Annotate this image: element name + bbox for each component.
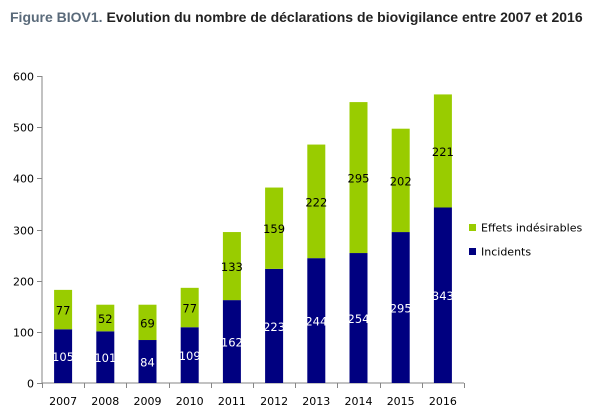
x-tick-label-2015: 2015 xyxy=(387,395,415,408)
chart-title: Figure BIOV1. Evolution du nombre de déc… xyxy=(10,9,583,25)
bar-incidents-2013 xyxy=(307,258,326,383)
bar-incidents-2008 xyxy=(96,331,115,383)
legend-swatch-effets xyxy=(469,224,476,231)
bar-effets-2008 xyxy=(96,304,115,332)
x-tick-label-2012: 2012 xyxy=(260,395,288,408)
data-label-effets-2016: 221 xyxy=(432,145,454,159)
legend-label-effets: Effets indésirables xyxy=(481,222,582,235)
data-label-effets-2015: 202 xyxy=(390,174,412,188)
bar-effets-2013 xyxy=(307,144,326,259)
bar-effets-2015 xyxy=(391,128,410,233)
chart-title-main: Evolution du nombre de déclarations de b… xyxy=(106,9,583,25)
data-label-incidents-2012: 223 xyxy=(263,320,285,334)
data-label-incidents-2011: 162 xyxy=(221,336,243,350)
bar-effets-2011 xyxy=(222,232,241,301)
bar-effets-2010 xyxy=(180,287,199,328)
bar-effets-2016 xyxy=(433,94,452,208)
data-label-incidents-2016: 343 xyxy=(432,289,454,303)
data-label-incidents-2010: 109 xyxy=(179,349,201,363)
data-label-incidents-2014: 254 xyxy=(348,312,370,326)
x-tick-label-2013: 2013 xyxy=(302,395,330,408)
data-label-effets-2014: 295 xyxy=(348,172,370,186)
bar-effets-2014 xyxy=(349,102,368,254)
y-tick-label: 500 xyxy=(13,122,34,135)
y-tick-label: 300 xyxy=(13,225,34,238)
data-label-effets-2010: 77 xyxy=(182,302,197,316)
bar-incidents-2014 xyxy=(349,253,368,383)
data-label-effets-2009: 69 xyxy=(140,316,155,330)
data-label-incidents-2015: 295 xyxy=(390,302,412,316)
y-tick-label: 100 xyxy=(13,327,34,340)
data-label-incidents-2009: 84 xyxy=(140,356,155,370)
data-label-effets-2011: 133 xyxy=(221,260,243,274)
y-tick-label: 600 xyxy=(13,71,34,84)
chart-title-prefix: Figure BIOV1. xyxy=(10,9,103,25)
legend-label-incidents: Incidents xyxy=(481,246,531,259)
bar-effets-2009 xyxy=(138,304,157,341)
x-tick-label-2008: 2008 xyxy=(91,395,119,408)
bar-incidents-2010 xyxy=(180,327,199,383)
bar-incidents-2012 xyxy=(265,268,284,383)
x-tick-label-2009: 2009 xyxy=(134,395,162,408)
bar-incidents-2015 xyxy=(391,232,410,383)
x-tick-label-2010: 2010 xyxy=(176,395,204,408)
bar-incidents-2009 xyxy=(138,340,157,383)
bar-effets-2012 xyxy=(265,187,284,269)
data-label-effets-2013: 222 xyxy=(305,195,327,209)
bar-effets-2007 xyxy=(54,289,73,330)
data-label-effets-2008: 52 xyxy=(98,312,113,326)
x-tick-label-2016: 2016 xyxy=(429,395,457,408)
y-tick-label: 400 xyxy=(13,173,34,186)
data-label-effets-2012: 159 xyxy=(263,222,285,236)
y-tick-label: 0 xyxy=(27,378,34,391)
data-label-incidents-2008: 101 xyxy=(94,351,116,365)
legend-swatch-incidents xyxy=(469,248,476,255)
x-tick-label-2011: 2011 xyxy=(218,395,246,408)
x-tick-label-2014: 2014 xyxy=(345,395,373,408)
bar-incidents-2007 xyxy=(54,329,73,383)
y-tick-label: 200 xyxy=(13,276,34,289)
bar-incidents-2011 xyxy=(222,300,241,383)
x-tick-label-2007: 2007 xyxy=(49,395,77,408)
data-label-effets-2007: 77 xyxy=(56,304,71,318)
bar-incidents-2016 xyxy=(433,207,452,383)
data-label-incidents-2013: 244 xyxy=(305,315,327,329)
data-label-incidents-2007: 105 xyxy=(52,350,74,364)
